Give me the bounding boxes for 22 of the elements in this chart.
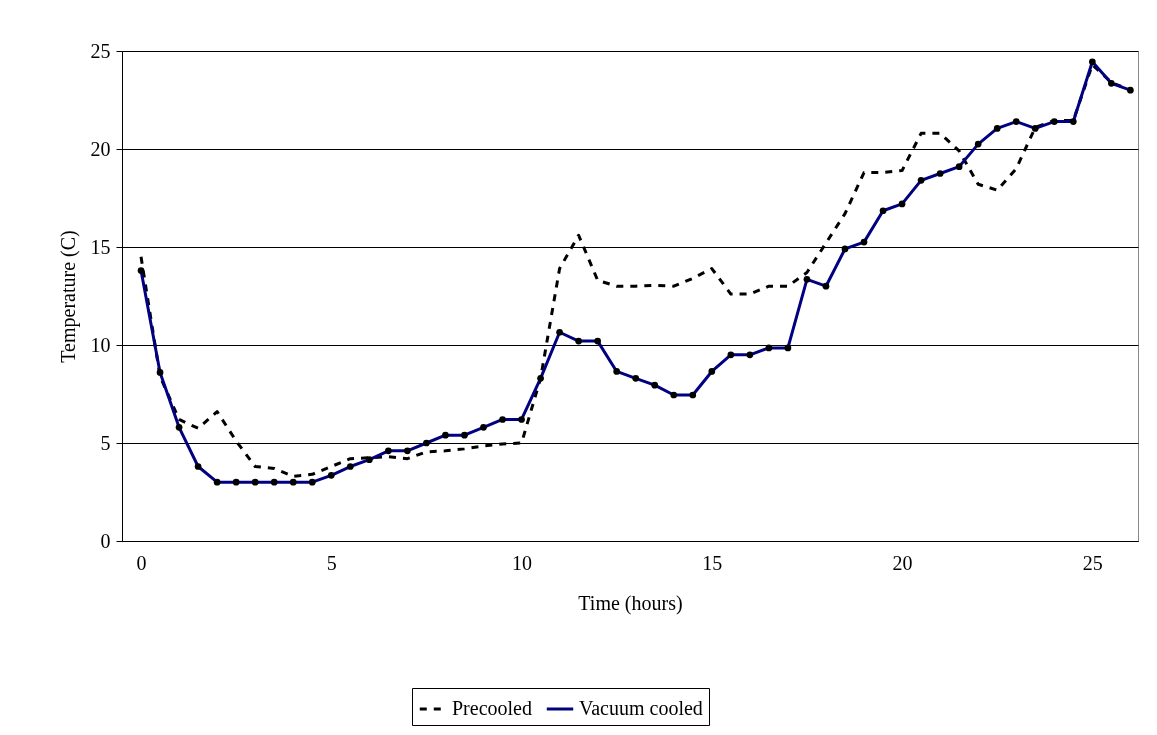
point (1108, 79, 1115, 87)
y-tick-label: 10 (90, 333, 111, 356)
point (1031, 125, 1039, 132)
x-tick-label: 5 (326, 551, 337, 574)
x-tick-label: 0 (136, 551, 147, 574)
x-tick-label: 10 (512, 551, 533, 574)
y-axis-title: Temperature (C) (56, 230, 80, 363)
x-tick-label: 25 (1082, 551, 1103, 574)
y-tick-label: 0 (100, 529, 111, 552)
point (1050, 118, 1058, 125)
legend-label: Precooled (452, 697, 532, 719)
x-axis-title: Time (hours) (578, 591, 683, 615)
point (1127, 86, 1134, 94)
x-tick-label: 20 (892, 551, 913, 574)
y-tick-label: 5 (100, 431, 111, 454)
y-tick-label: 25 (90, 39, 111, 62)
y-tick-label: 20 (90, 137, 111, 160)
x-tick-label: 15 (702, 551, 723, 574)
point (537, 374, 544, 382)
y-tick-label: 15 (90, 235, 111, 258)
point (1069, 118, 1077, 125)
legend-label: Vacuum cooled (579, 697, 703, 719)
